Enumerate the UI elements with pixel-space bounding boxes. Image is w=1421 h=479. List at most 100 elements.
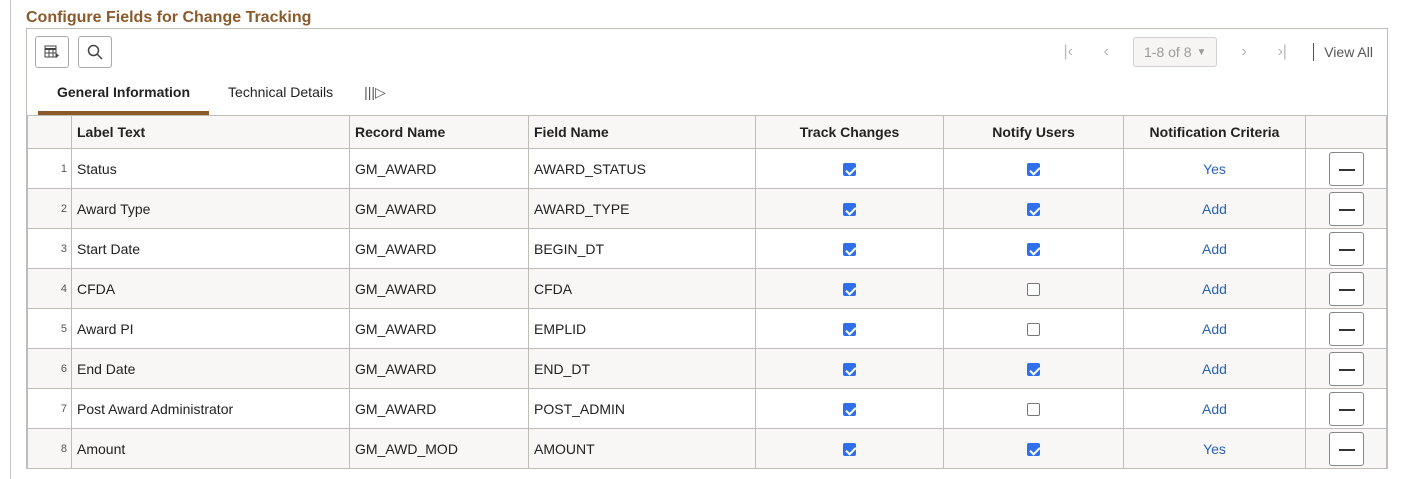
notify-users-checkbox[interactable] <box>1027 403 1040 417</box>
delete-row-button[interactable] <box>1328 351 1364 386</box>
track-changes-checkbox[interactable] <box>843 403 856 417</box>
fields-grid: |‹ ‹ 1-8 of 8 ▼ › ›| View All General Inf… <box>26 28 1388 469</box>
track-changes-checkbox[interactable] <box>843 163 856 177</box>
delete-row-button[interactable] <box>1328 431 1364 466</box>
notify-users-cell <box>943 388 1124 429</box>
row-number: 1 <box>27 148 72 189</box>
notification-criteria-cell: Add <box>1123 348 1306 389</box>
label-text: Amount <box>71 428 350 469</box>
label-text: CFDA <box>71 268 350 309</box>
column-header: Label Text <box>71 115 350 149</box>
notification-criteria-link[interactable]: Add <box>1202 400 1227 417</box>
row-number: 7 <box>27 388 72 429</box>
last-page-icon[interactable]: ›| <box>1277 43 1287 60</box>
previous-page-icon[interactable]: ‹ <box>1103 43 1109 60</box>
notification-criteria-link[interactable]: Add <box>1202 320 1227 337</box>
record-name: GM_AWARD <box>349 268 529 309</box>
notify-users-cell <box>943 348 1124 389</box>
field-name: AMOUNT <box>528 428 756 469</box>
record-name: GM_AWARD <box>349 388 529 429</box>
notification-criteria-cell: Add <box>1123 188 1306 229</box>
track-changes-cell <box>755 308 944 349</box>
notify-users-cell <box>943 308 1124 349</box>
label-text: Award PI <box>71 308 350 349</box>
field-name: END_DT <box>528 348 756 389</box>
tab-technical-details[interactable]: Technical Details <box>228 84 334 100</box>
notification-criteria-link[interactable]: Add <box>1202 240 1227 257</box>
label-text: Post Award Administrator <box>71 388 350 429</box>
notify-users-checkbox[interactable] <box>1027 203 1040 217</box>
personalize-grid-button[interactable] <box>35 36 69 68</box>
track-changes-checkbox[interactable] <box>843 243 856 257</box>
delete-cell <box>1305 428 1387 469</box>
delete-row-button[interactable] <box>1328 231 1364 266</box>
delete-cell <box>1305 188 1387 229</box>
delete-row-button[interactable] <box>1328 191 1364 226</box>
column-header: Notify Users <box>943 115 1124 149</box>
page-range-select[interactable]: 1-8 of 8 ▼ <box>1133 37 1218 67</box>
notification-criteria-cell: Yes <box>1123 428 1306 469</box>
notify-users-cell <box>943 188 1124 229</box>
track-changes-checkbox[interactable] <box>843 203 856 217</box>
notify-users-checkbox[interactable] <box>1027 283 1040 297</box>
notify-users-checkbox[interactable] <box>1027 363 1040 377</box>
notification-criteria-link[interactable]: Yes <box>1203 440 1226 457</box>
notification-criteria-link[interactable]: Add <box>1202 280 1227 297</box>
delete-cell <box>1305 348 1387 389</box>
row-number: 6 <box>27 348 72 389</box>
table-row: 3 Start Date GM_AWARD BEGIN_DT Add <box>27 228 1387 269</box>
pager: |‹ ‹ 1-8 of 8 ▼ › ›| View All <box>1049 37 1373 67</box>
track-changes-checkbox[interactable] <box>843 323 856 337</box>
column-header: Field Name <box>528 115 756 149</box>
table-row: 5 Award PI GM_AWARD EMPLID Add <box>27 308 1387 349</box>
notify-users-checkbox[interactable] <box>1027 243 1040 257</box>
table-row: 2 Award Type GM_AWARD AWARD_TYPE Add <box>27 188 1387 229</box>
tab-general-information[interactable]: General Information <box>38 79 210 115</box>
show-all-columns-icon[interactable]: |||▷ <box>364 84 386 100</box>
delete-row-button[interactable] <box>1328 271 1364 306</box>
track-changes-checkbox[interactable] <box>843 363 856 377</box>
notification-criteria-link[interactable]: Add <box>1202 200 1227 217</box>
notify-users-checkbox[interactable] <box>1027 443 1040 457</box>
table-header-row: Label Text Record Name Field Name Track … <box>27 115 1387 149</box>
notify-users-checkbox[interactable] <box>1027 163 1040 177</box>
next-page-icon[interactable]: › <box>1241 43 1247 60</box>
field-name: AWARD_STATUS <box>528 148 756 189</box>
view-all-link[interactable]: View All <box>1324 44 1373 60</box>
track-changes-checkbox[interactable] <box>843 283 856 297</box>
notification-criteria-cell: Add <box>1123 308 1306 349</box>
record-name: GM_AWARD <box>349 228 529 269</box>
notify-users-cell <box>943 148 1124 189</box>
track-changes-checkbox[interactable] <box>843 443 856 457</box>
fields-table: Label Text Record Name Field Name Track … <box>27 115 1387 469</box>
table-row: 6 End Date GM_AWARD END_DT Add <box>27 348 1387 389</box>
column-header: Track Changes <box>755 115 944 149</box>
track-changes-cell <box>755 268 944 309</box>
delete-row-button[interactable] <box>1328 311 1364 346</box>
notification-criteria-link[interactable]: Add <box>1202 360 1227 377</box>
notify-users-cell <box>943 268 1124 309</box>
row-number: 2 <box>27 188 72 229</box>
grid-tabs: General Information Technical Details ||… <box>38 79 398 115</box>
delete-row-button[interactable] <box>1328 391 1364 426</box>
record-name: GM_AWARD <box>349 308 529 349</box>
page-divider <box>10 0 11 479</box>
label-text: End Date <box>71 348 350 389</box>
record-name: GM_AWD_MOD <box>349 428 529 469</box>
label-text: Status <box>71 148 350 189</box>
notify-users-checkbox[interactable] <box>1027 323 1040 337</box>
notification-criteria-cell: Add <box>1123 268 1306 309</box>
row-number: 5 <box>27 308 72 349</box>
field-name: AWARD_TYPE <box>528 188 756 229</box>
search-button[interactable] <box>78 36 112 68</box>
column-header: Notification Criteria <box>1123 115 1306 149</box>
track-changes-cell <box>755 228 944 269</box>
search-icon <box>87 44 103 60</box>
first-page-icon[interactable]: |‹ <box>1063 43 1073 60</box>
delete-row-button[interactable] <box>1328 151 1364 186</box>
notification-criteria-cell: Yes <box>1123 148 1306 189</box>
track-changes-cell <box>755 428 944 469</box>
notification-criteria-cell: Add <box>1123 228 1306 269</box>
notification-criteria-link[interactable]: Yes <box>1203 160 1226 177</box>
label-text: Award Type <box>71 188 350 229</box>
